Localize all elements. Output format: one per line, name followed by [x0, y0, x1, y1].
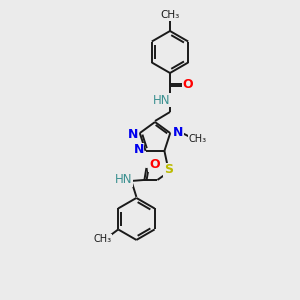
- Text: N: N: [134, 143, 144, 156]
- Text: CH₃: CH₃: [188, 134, 206, 144]
- Text: HN: HN: [153, 94, 171, 106]
- Text: O: O: [183, 79, 193, 92]
- Text: O: O: [149, 158, 160, 171]
- Text: N: N: [173, 126, 183, 139]
- Text: N: N: [128, 128, 138, 141]
- Text: HN: HN: [115, 173, 132, 186]
- Text: CH₃: CH₃: [160, 10, 180, 20]
- Text: CH₃: CH₃: [93, 234, 111, 244]
- Text: S: S: [164, 164, 173, 176]
